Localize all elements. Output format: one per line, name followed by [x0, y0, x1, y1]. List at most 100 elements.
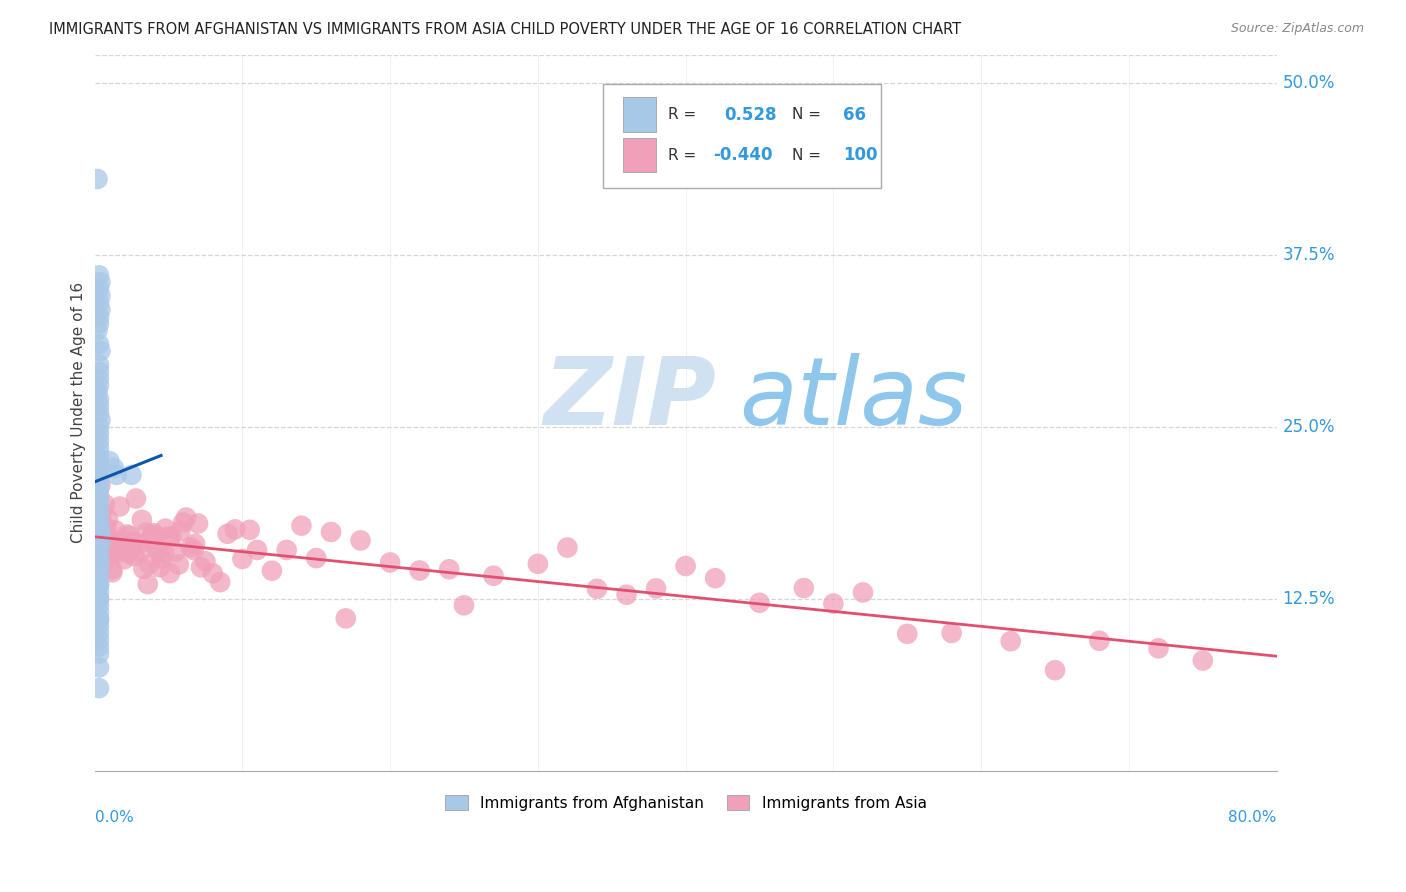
Point	[276, 543, 298, 558]
Point	[437, 562, 460, 576]
Point	[586, 582, 609, 596]
Point	[89, 343, 111, 358]
Point	[190, 560, 212, 574]
Point	[87, 502, 110, 516]
Point	[157, 530, 180, 544]
Point	[143, 539, 166, 553]
Point	[231, 552, 253, 566]
Point	[87, 268, 110, 283]
Point	[823, 597, 845, 611]
Point	[115, 527, 138, 541]
Point	[87, 447, 110, 461]
Point	[645, 582, 668, 596]
Point	[87, 488, 110, 502]
Point	[187, 516, 209, 531]
Point	[86, 172, 108, 186]
Text: 25.0%: 25.0%	[1282, 417, 1336, 435]
Point	[132, 562, 155, 576]
Text: N =: N =	[792, 107, 821, 122]
Point	[103, 461, 125, 475]
Point	[121, 467, 143, 482]
Point	[941, 626, 963, 640]
Point	[87, 550, 110, 565]
Point	[87, 434, 110, 448]
Point	[107, 545, 129, 559]
Point	[114, 541, 136, 555]
Point	[96, 521, 118, 535]
Text: 80.0%: 80.0%	[1229, 810, 1277, 825]
Text: -0.440: -0.440	[713, 146, 772, 164]
Point	[1088, 633, 1111, 648]
Point	[87, 660, 110, 674]
Point	[224, 523, 246, 537]
Point	[108, 500, 131, 514]
Point	[125, 491, 148, 506]
Point	[305, 551, 328, 566]
Point	[131, 513, 153, 527]
Point	[87, 317, 110, 331]
Point	[87, 584, 110, 599]
Point	[239, 523, 262, 537]
Point	[704, 571, 727, 585]
Text: 0.528: 0.528	[724, 105, 778, 123]
Point	[87, 640, 110, 654]
Y-axis label: Child Poverty Under the Age of 16: Child Poverty Under the Age of 16	[72, 283, 86, 543]
Point	[1191, 653, 1213, 667]
Point	[260, 564, 283, 578]
Point	[89, 289, 111, 303]
Point	[149, 560, 172, 574]
Point	[87, 591, 110, 606]
Point	[87, 632, 110, 647]
Text: 66: 66	[842, 105, 866, 123]
Point	[87, 426, 110, 441]
Point	[87, 626, 110, 640]
Point	[91, 505, 114, 519]
Point	[98, 454, 121, 468]
Point	[335, 611, 357, 625]
Point	[146, 542, 169, 557]
Bar	[623, 97, 657, 132]
Point	[87, 371, 110, 385]
Text: ZIP: ZIP	[544, 352, 717, 444]
Point	[87, 578, 110, 592]
Point	[87, 550, 110, 565]
Point	[93, 555, 115, 569]
Point	[111, 535, 134, 549]
Point	[89, 413, 111, 427]
Point	[1000, 634, 1022, 648]
Point	[86, 467, 108, 482]
Point	[100, 532, 122, 546]
Point	[87, 406, 110, 420]
Point	[87, 296, 110, 310]
Point	[105, 541, 128, 556]
Text: 0.0%: 0.0%	[94, 810, 134, 825]
Point	[96, 546, 118, 560]
Point	[110, 534, 132, 549]
Point	[103, 541, 125, 556]
Point	[87, 564, 110, 578]
Point	[408, 564, 430, 578]
Point	[1043, 663, 1066, 677]
Point	[1147, 641, 1170, 656]
Point	[87, 358, 110, 372]
Point	[87, 516, 110, 530]
Point	[87, 419, 110, 434]
Point	[121, 535, 143, 549]
Point	[155, 522, 177, 536]
Point	[87, 378, 110, 392]
Point	[246, 543, 269, 558]
Text: Source: ZipAtlas.com: Source: ZipAtlas.com	[1230, 22, 1364, 36]
Text: R =: R =	[668, 148, 696, 163]
Point	[94, 534, 117, 549]
Point	[87, 681, 110, 695]
Point	[89, 536, 111, 550]
Point	[104, 523, 127, 537]
Point	[616, 588, 638, 602]
FancyBboxPatch shape	[603, 84, 880, 187]
Point	[87, 591, 110, 606]
Text: R =: R =	[668, 107, 696, 122]
Point	[217, 526, 239, 541]
Point	[87, 647, 110, 661]
Point	[136, 577, 159, 591]
Point	[793, 581, 815, 595]
